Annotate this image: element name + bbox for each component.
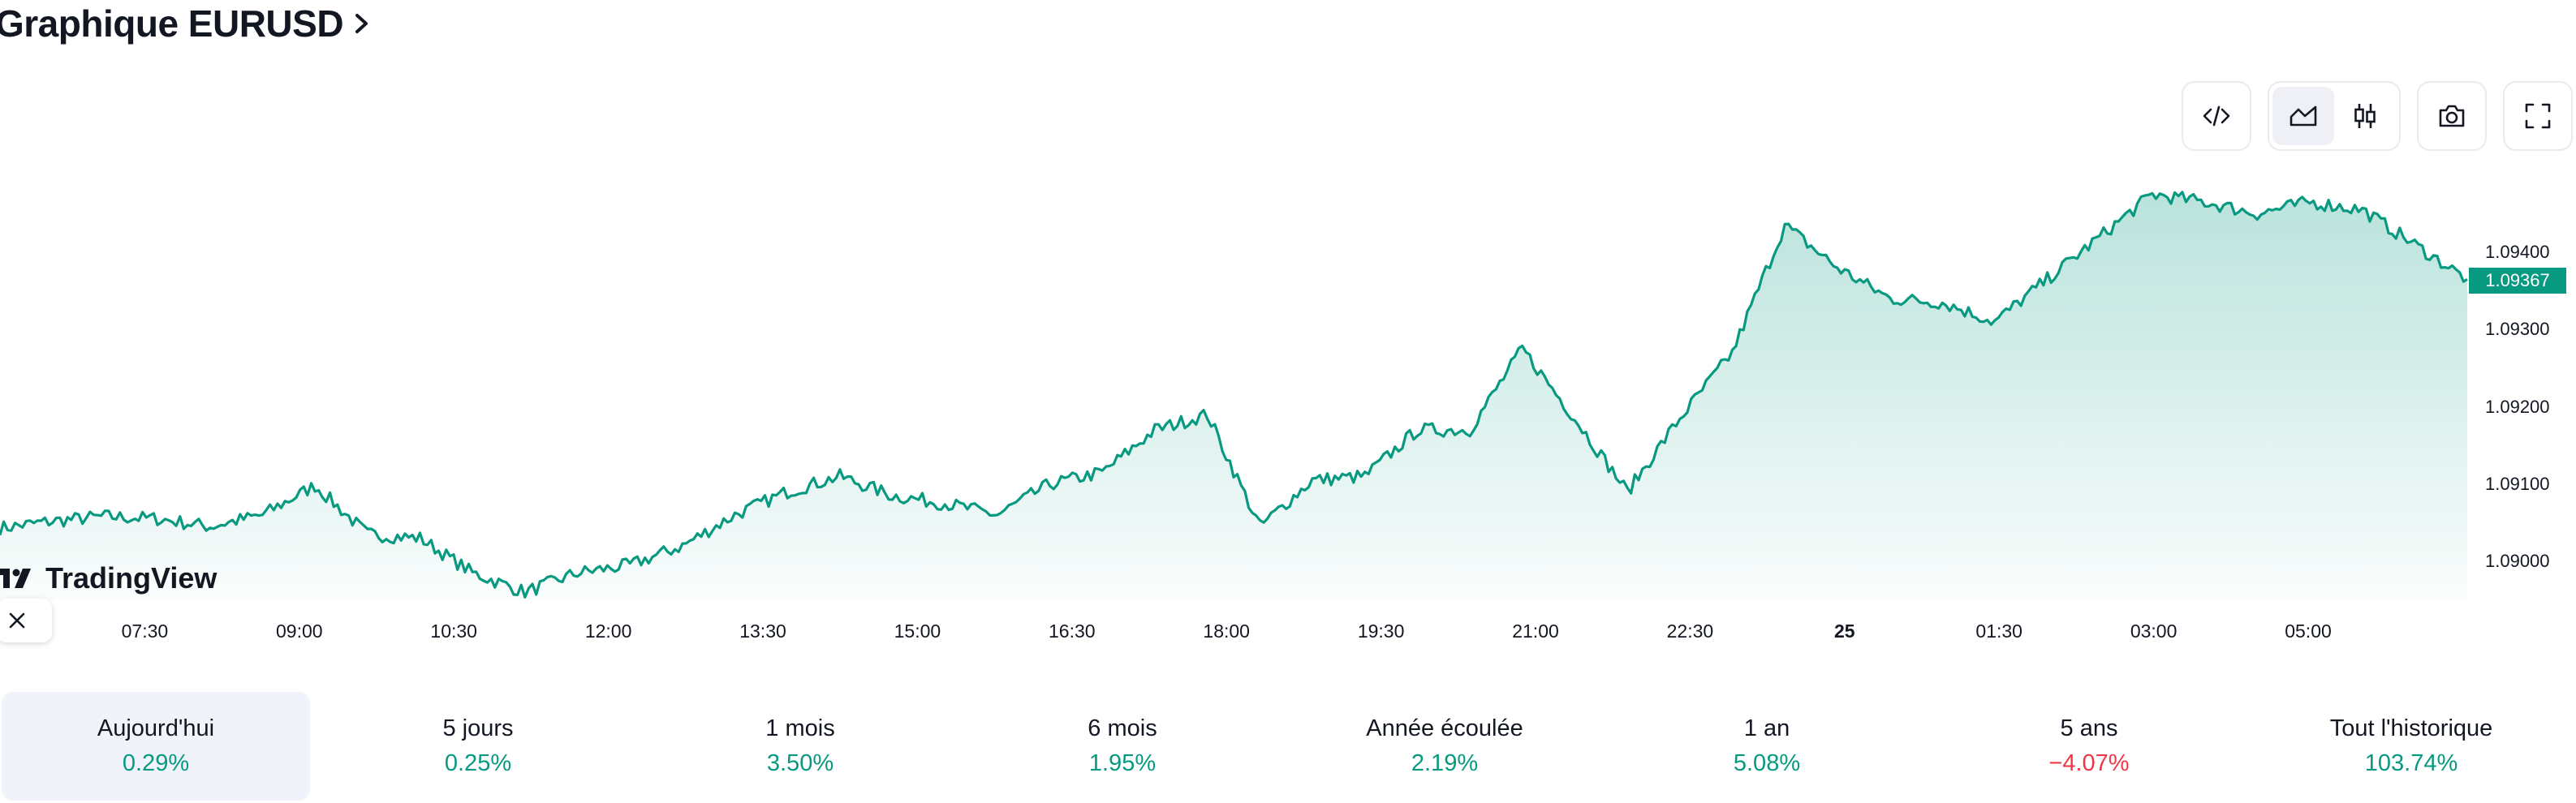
- period-label: 6 mois: [1088, 715, 1157, 741]
- snapshot-button[interactable]: [2421, 87, 2483, 145]
- period-tab[interactable]: 5 ans −4.07%: [1935, 692, 2243, 801]
- close-icon: [9, 612, 25, 629]
- x-axis-label: 13:30: [739, 620, 786, 642]
- x-axis-label: 07:30: [121, 620, 169, 642]
- period-label: Année écoulée: [1366, 715, 1523, 741]
- period-change-value: −4.07%: [2048, 750, 2130, 776]
- x-axis-label: 25: [1834, 620, 1855, 642]
- camera-icon: [2439, 105, 2465, 127]
- area-chart-button[interactable]: [2272, 87, 2334, 145]
- close-logo-button[interactable]: [0, 599, 52, 642]
- x-axis-label: 16:30: [1049, 620, 1096, 642]
- x-axis-label: 01:30: [1975, 620, 2022, 642]
- period-tab[interactable]: Tout l'historique 103.74%: [2257, 692, 2565, 801]
- embed-code-button[interactable]: [2186, 87, 2247, 145]
- period-change-value: 0.29%: [122, 750, 190, 776]
- x-axis-label: 21:00: [1512, 620, 1559, 642]
- x-axis-label: 22:30: [1666, 620, 1714, 642]
- x-axis-label: 09:00: [276, 620, 323, 642]
- page-title-text: Graphique EURUSD: [0, 2, 344, 45]
- y-axis-label: 1.09100: [2485, 473, 2550, 494]
- period-change-value: 0.25%: [444, 750, 512, 776]
- period-change-value: 103.74%: [2364, 750, 2458, 776]
- y-axis-label: 1.09000: [2485, 551, 2550, 571]
- current-price-tag: 1.09367: [2469, 268, 2566, 294]
- code-icon: [2203, 105, 2230, 127]
- embed-code-button-group: [2182, 81, 2251, 151]
- period-tab[interactable]: 5 jours 0.25%: [324, 692, 632, 801]
- price-area-fill: [0, 191, 2467, 601]
- period-change-value: 5.08%: [1733, 750, 1801, 776]
- x-axis-label: 05:00: [2285, 620, 2332, 642]
- period-tab[interactable]: 1 an 5.08%: [1613, 692, 1921, 801]
- fullscreen-button-group: [2503, 81, 2573, 151]
- page-title[interactable]: Graphique EURUSD: [0, 2, 373, 45]
- period-tab[interactable]: Année écoulée 2.19%: [1290, 692, 1599, 801]
- period-tab[interactable]: 6 mois 1.95%: [968, 692, 1277, 801]
- y-axis-label: 1.09400: [2485, 242, 2550, 262]
- x-axis-label: 10:30: [430, 620, 477, 642]
- period-tab[interactable]: 1 mois 3.50%: [646, 692, 954, 801]
- period-label: 5 jours: [442, 715, 514, 741]
- tradingview-logo-icon: [0, 569, 31, 588]
- x-axis-label: 12:00: [584, 620, 632, 642]
- period-label: 1 mois: [765, 715, 835, 741]
- fullscreen-button[interactable]: [2507, 87, 2569, 145]
- period-change-value: 3.50%: [766, 750, 834, 776]
- period-tab[interactable]: Aujourd'hui 0.29%: [2, 692, 310, 801]
- period-label: 1 an: [1743, 715, 1790, 741]
- period-label: 5 ans: [2060, 715, 2118, 741]
- y-axis-label: 1.09200: [2485, 396, 2550, 417]
- fullscreen-icon: [2525, 103, 2551, 129]
- area-chart-icon: [2290, 105, 2317, 127]
- snapshot-button-group: [2417, 81, 2487, 151]
- x-axis-label: 15:00: [894, 620, 941, 642]
- period-change-value: 1.95%: [1088, 750, 1157, 776]
- chevron-right-icon: [355, 14, 368, 33]
- x-axis-label: 18:00: [1203, 620, 1250, 642]
- period-label: Aujourd'hui: [97, 715, 215, 741]
- period-label: Tout l'historique: [2329, 715, 2493, 741]
- price-line: [0, 191, 2468, 599]
- chart-style-group: [2268, 81, 2401, 151]
- tradingview-logo-text: TradingView: [45, 561, 218, 595]
- x-axis-label: 19:30: [1357, 620, 1405, 642]
- y-axis-label: 1.09300: [2485, 319, 2550, 340]
- x-axis-label: 03:00: [2130, 620, 2178, 642]
- candlestick-button[interactable]: [2334, 87, 2396, 145]
- candlestick-icon: [2354, 104, 2376, 128]
- period-change-value: 2.19%: [1411, 750, 1479, 776]
- tradingview-logo[interactable]: TradingView: [0, 561, 217, 595]
